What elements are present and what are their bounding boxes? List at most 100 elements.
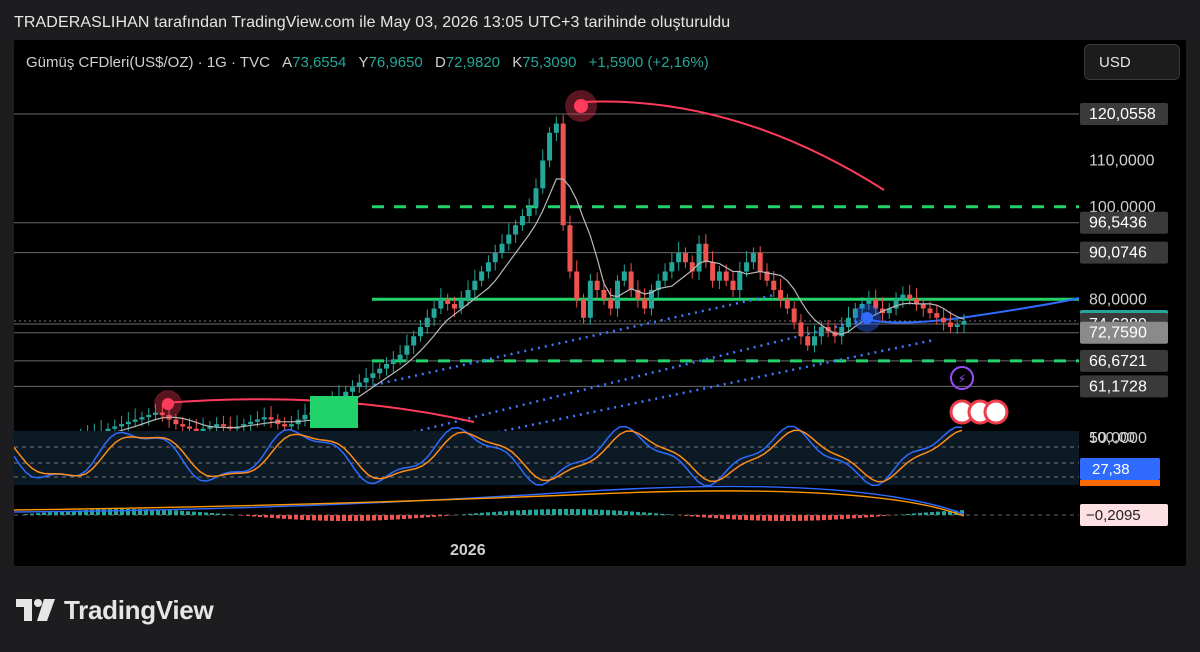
macd-histogram-bar <box>150 509 154 515</box>
candle-body <box>594 280 600 291</box>
macd-histogram-bar <box>246 515 250 517</box>
macd-histogram-bar <box>612 510 616 515</box>
macd-histogram-bar <box>528 509 532 515</box>
macd-histogram-bar <box>114 509 118 515</box>
macd-histogram-bar <box>156 509 160 515</box>
macd-histogram-bar <box>330 515 334 521</box>
macd-histogram-bar <box>66 510 70 515</box>
price-tick: 66,6721 <box>1089 353 1147 370</box>
price-tick: 96,5436 <box>1089 215 1147 232</box>
candle-body <box>757 253 763 272</box>
lightning-glyph: ⚡ <box>958 372 966 386</box>
macd-histogram-bar <box>576 509 580 515</box>
peak-marker <box>574 99 588 113</box>
macd-histogram-bar <box>210 512 214 515</box>
macd-histogram-bar <box>900 514 904 515</box>
macd-histogram-bar <box>786 515 790 521</box>
candle-body <box>431 308 437 318</box>
candle-body <box>852 308 858 318</box>
macd-histogram-bar <box>714 515 718 519</box>
macd-histogram-bar <box>414 515 418 519</box>
macd-signal-line <box>14 490 965 517</box>
macd-histogram-bar <box>804 515 808 521</box>
macd-histogram-bar <box>42 512 46 515</box>
candle-body <box>404 345 410 355</box>
price-tick: 80,0000 <box>1089 291 1147 308</box>
candle-body <box>350 387 356 392</box>
candle-body <box>615 280 621 309</box>
candle-body <box>798 322 804 337</box>
candle-body <box>696 243 702 272</box>
candle-body <box>241 424 247 427</box>
price-label-bg <box>1080 211 1168 234</box>
macd-histogram-bar <box>138 509 142 515</box>
macd-histogram-bar <box>306 515 310 521</box>
macd-histogram-bar <box>432 515 436 517</box>
candle-body <box>519 216 525 226</box>
candle-body <box>248 421 254 425</box>
macd-histogram-bar <box>918 512 922 515</box>
candle-body <box>716 271 722 281</box>
macd-histogram-bar <box>828 515 832 520</box>
time-axis-year: 2026 <box>450 542 486 559</box>
macd-histogram-bar <box>762 515 766 521</box>
chart-pane[interactable]: Gümüş CFDleri(US$/OZ) · 1G · TVC A73,655… <box>14 40 1186 566</box>
macd-histogram-bar <box>60 511 64 515</box>
macd-histogram-bar <box>108 509 112 515</box>
macd-histogram-bar <box>564 509 568 515</box>
macd-histogram-bar <box>264 515 268 518</box>
macd-histogram-bar <box>774 515 778 521</box>
macd-histogram-bar <box>798 515 802 521</box>
macd-histogram-bar <box>876 515 880 517</box>
candle-body <box>153 412 159 415</box>
macd-histogram-bar <box>744 515 748 521</box>
macd-histogram-bar <box>438 515 442 517</box>
candle-body <box>574 271 580 300</box>
candle-body <box>682 253 688 263</box>
macd-histogram-bar <box>624 511 628 515</box>
price-label-bg <box>1080 321 1168 344</box>
macd-histogram-bar <box>84 509 88 515</box>
macd-histogram-bar <box>480 512 484 515</box>
candle-body <box>818 327 824 337</box>
macd-histogram-bar <box>36 513 40 515</box>
dotted-trendline <box>373 293 775 387</box>
macd-histogram-bar <box>942 511 946 515</box>
currency-button[interactable]: USD <box>1084 44 1180 80</box>
macd-histogram-bar <box>282 515 286 519</box>
candle-body <box>363 377 369 383</box>
candle-body <box>784 299 790 309</box>
macd-histogram-bar <box>780 515 784 521</box>
candle-body <box>207 426 213 429</box>
macd-histogram-bar <box>840 515 844 520</box>
macd-histogram-bar <box>48 512 52 515</box>
candle-body <box>119 424 125 427</box>
close-label: K <box>512 54 523 71</box>
macd-histogram-bar <box>546 509 550 515</box>
oscillator-top-tick: 100,00 <box>1089 429 1135 446</box>
macd-histogram-bar <box>486 512 490 515</box>
price-label-bg <box>1080 241 1168 264</box>
candle-body <box>954 324 960 328</box>
macd-histogram-bar <box>462 514 466 515</box>
candle-body <box>451 303 457 309</box>
macd-value: −0,2095 <box>1086 507 1141 524</box>
macd-histogram-bar <box>768 515 772 521</box>
macd-histogram-bar <box>444 515 448 516</box>
macd-histogram-bar <box>492 511 496 515</box>
macd-histogram-bar <box>756 515 760 521</box>
macd-histogram-bar <box>162 509 166 515</box>
macd-histogram-bar <box>366 515 370 521</box>
candle-body <box>417 327 423 337</box>
candle-body <box>105 428 111 432</box>
candle-body <box>927 308 933 314</box>
macd-histogram-bar <box>570 509 574 515</box>
candle-body <box>676 253 682 263</box>
macd-histogram-bar <box>348 515 352 521</box>
candle-body <box>791 308 797 323</box>
macd-histogram-bar <box>690 515 694 517</box>
macd-histogram-bar <box>726 515 730 520</box>
high-label: Y <box>358 54 369 71</box>
macd-histogram-bar <box>864 515 868 518</box>
candle-body <box>723 271 729 281</box>
